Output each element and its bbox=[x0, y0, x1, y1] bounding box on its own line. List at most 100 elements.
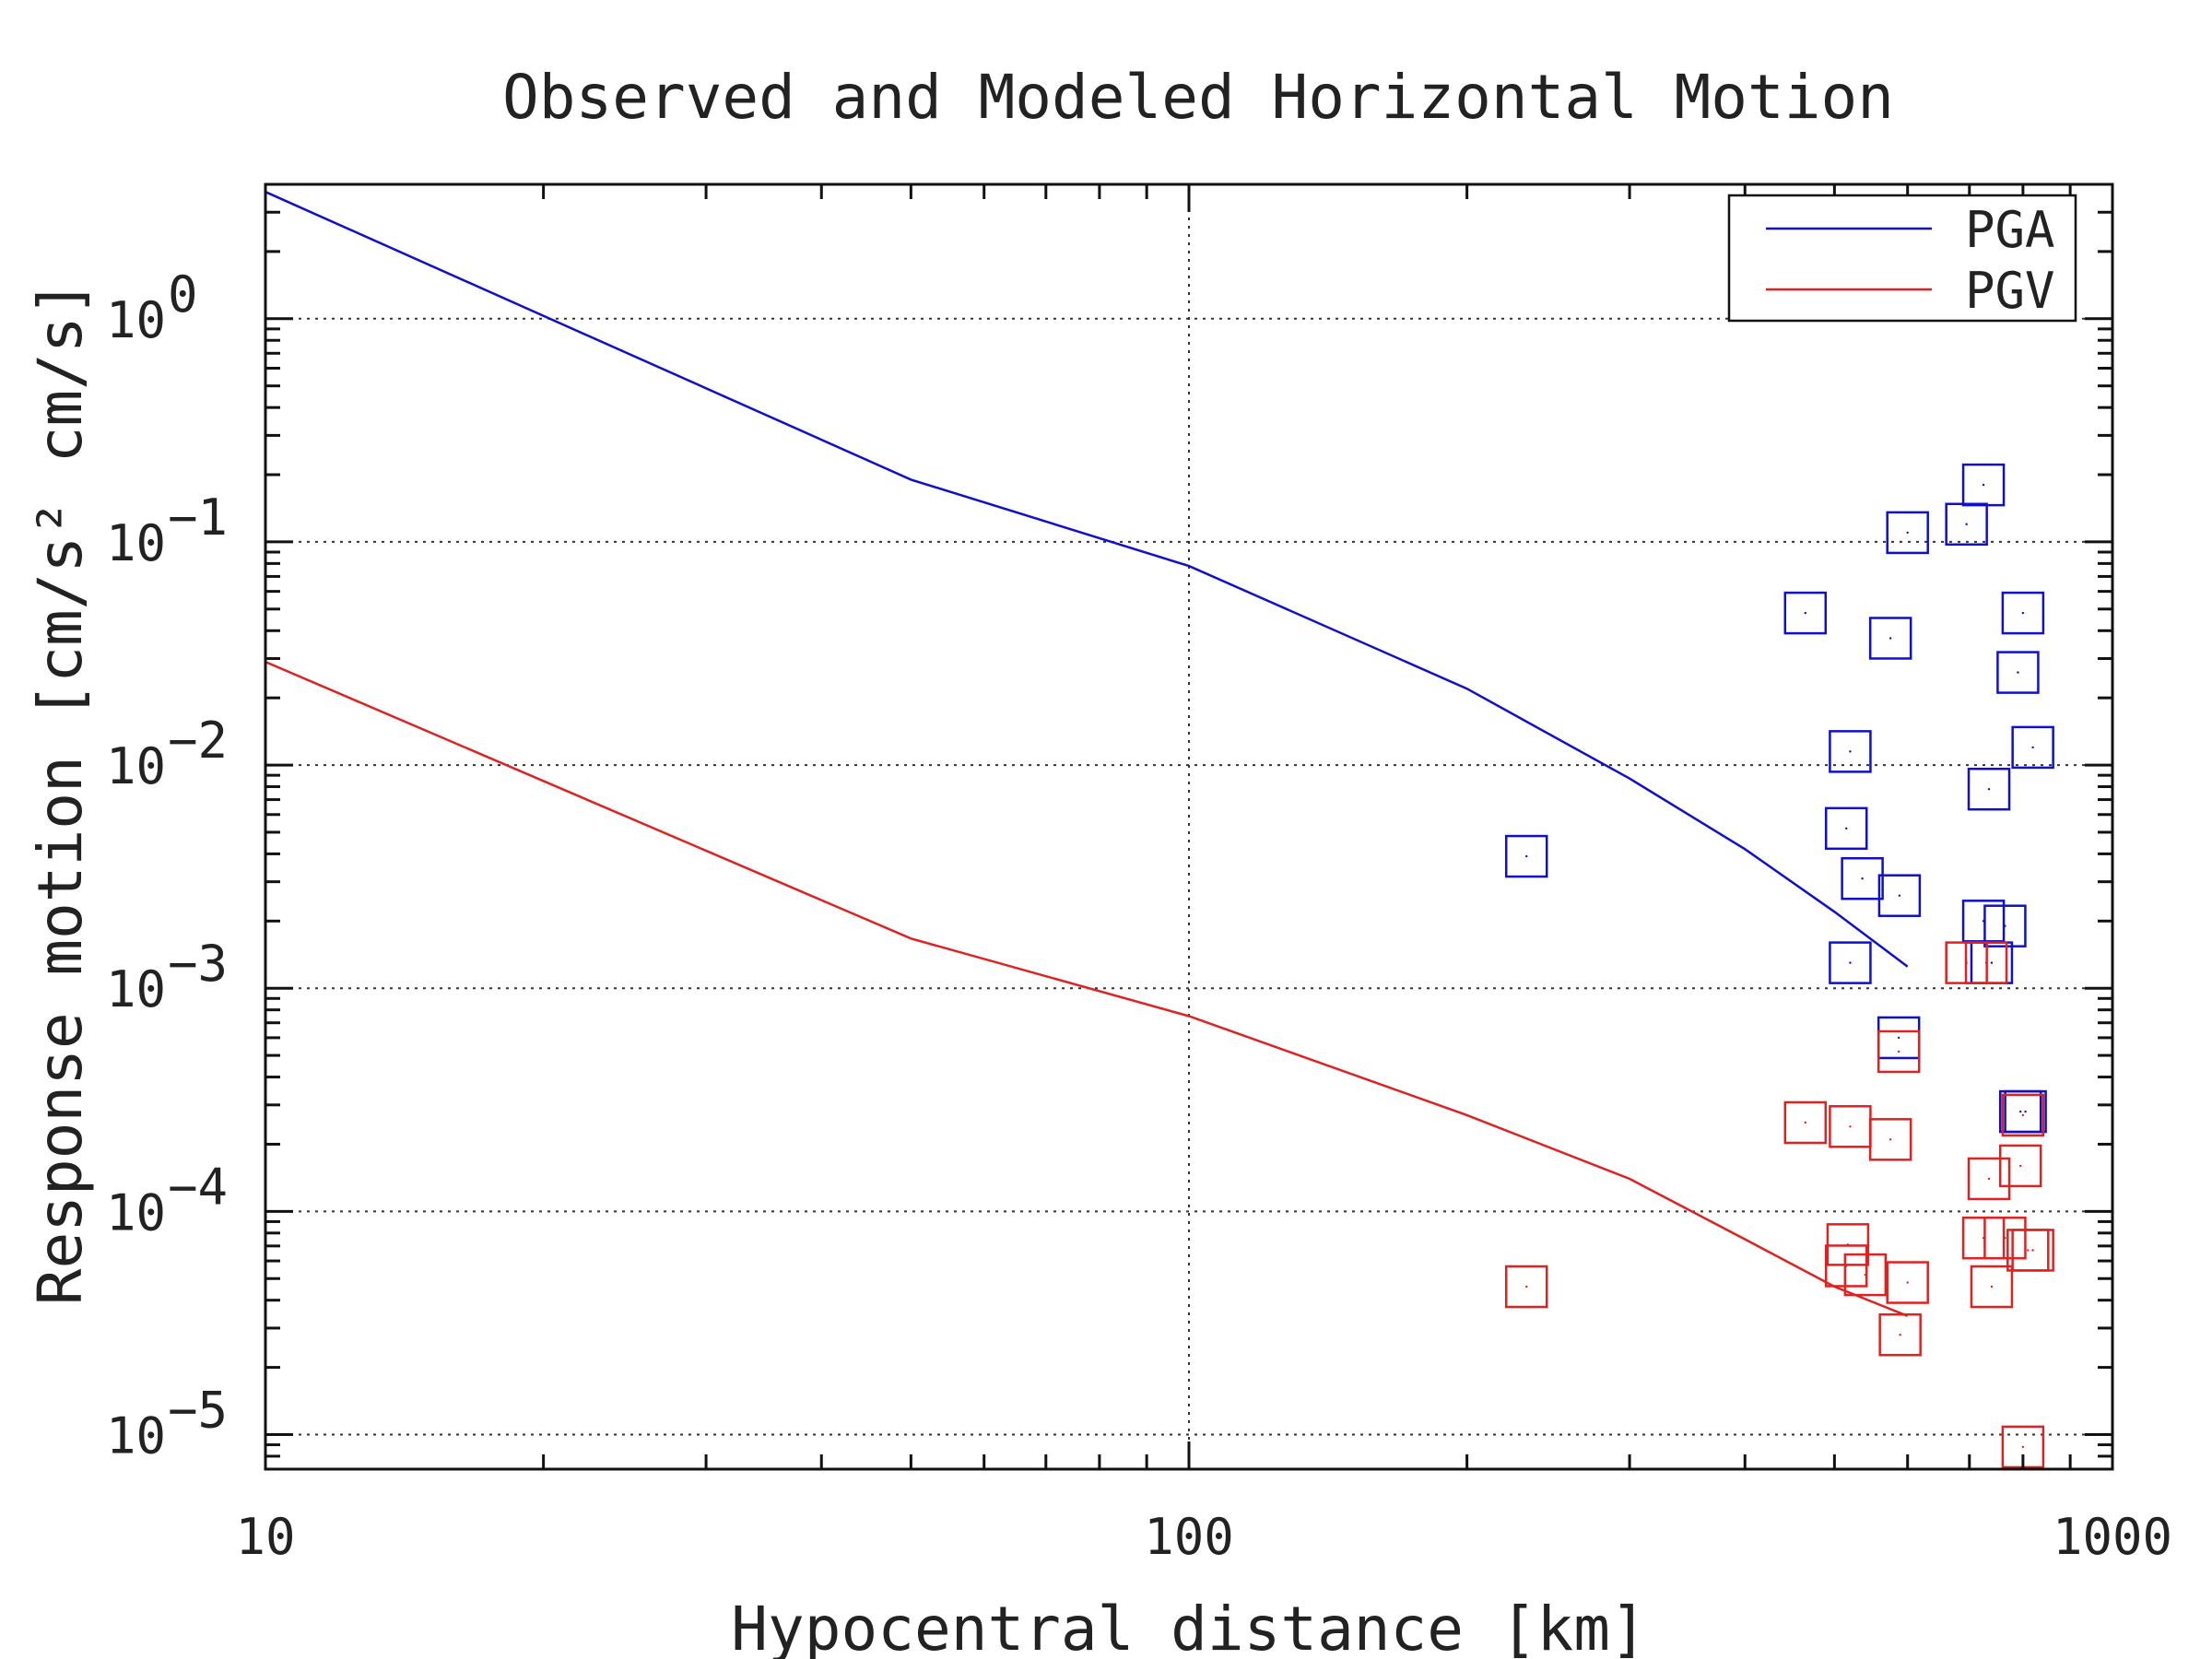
observed-point-pgv bbox=[1504, 1265, 1548, 1309]
model-lines bbox=[265, 191, 1909, 1317]
y-tick-exponent: −4 bbox=[168, 1158, 228, 1216]
y-tick-label: 10 bbox=[106, 1183, 166, 1241]
y-tick-label: 10 bbox=[106, 1406, 166, 1465]
x-tick-label: 100 bbox=[1144, 1508, 1234, 1566]
series-line-pga bbox=[265, 191, 1909, 968]
y-tick-exponent: −5 bbox=[168, 1381, 228, 1439]
observed-point-pga bbox=[2001, 591, 2045, 635]
observed-point-pgv bbox=[1878, 1312, 1922, 1357]
observed-point-dot bbox=[1849, 961, 1852, 964]
observed-point-pga bbox=[2004, 1089, 2047, 1134]
observed-point-pga bbox=[1996, 651, 2040, 694]
y-tick-label: 10 bbox=[106, 960, 166, 1018]
y-tick-exponent: −1 bbox=[168, 488, 228, 547]
observed-point-pgv bbox=[2011, 1229, 2054, 1272]
series-line-pgv bbox=[265, 660, 1909, 1317]
observed-point-dot bbox=[2018, 1164, 2022, 1168]
observed-point-dot bbox=[1849, 750, 1852, 753]
observed-point-dot bbox=[1849, 1125, 1852, 1128]
x-tick-label: 1000 bbox=[2053, 1508, 2172, 1566]
legend-label-pgv: PGV bbox=[1965, 262, 2055, 320]
observed-point-dot bbox=[1804, 611, 1806, 615]
chart-title: Observed and Modeled Horizontal Motion bbox=[502, 62, 1894, 133]
observed-point-pga bbox=[1824, 806, 1868, 851]
observed-point-pgv bbox=[1824, 1244, 1868, 1288]
observed-point-dot bbox=[2004, 924, 2006, 927]
y-axis-label: Response motion [cm/s² cm/s] bbox=[25, 280, 96, 1306]
y-tick-label: 10 bbox=[106, 514, 166, 572]
observed-point-pga bbox=[1829, 941, 1872, 984]
observed-point-pgv bbox=[1964, 941, 2008, 984]
observed-point-dot bbox=[2021, 611, 2025, 615]
observed-point-pgv bbox=[1783, 1100, 1828, 1145]
observed-point-dot bbox=[2031, 1249, 2034, 1252]
y-tick-exponent: −2 bbox=[168, 712, 228, 770]
observed-point-pgv bbox=[2001, 1093, 2045, 1137]
observed-point-dot bbox=[2024, 1110, 2027, 1113]
x-axis-label: Hypocentral distance [km] bbox=[731, 1594, 1646, 1659]
observed-point-dot bbox=[1990, 1285, 1994, 1288]
observed-point-pgv bbox=[1868, 1118, 1912, 1161]
x-tick-label: 10 bbox=[235, 1508, 295, 1566]
y-tick-exponent: 0 bbox=[168, 265, 198, 324]
observed-point-dot bbox=[1864, 1273, 1867, 1277]
observed-point-pgv bbox=[1998, 1144, 2042, 1188]
observed-point-pga bbox=[1868, 617, 1912, 660]
observed-point-pga bbox=[1841, 856, 1884, 900]
observed-point-dot bbox=[1965, 523, 1968, 525]
observed-point-dot bbox=[1990, 961, 1994, 964]
observed-point-pga bbox=[1961, 900, 2006, 943]
grid bbox=[265, 184, 2112, 1469]
observed-point-dot bbox=[1845, 827, 1848, 830]
y-tick-label: 10 bbox=[106, 291, 166, 349]
observed-point-dot bbox=[1888, 637, 1892, 640]
observed-point-pga bbox=[2011, 725, 2054, 770]
observed-point-dot bbox=[1906, 531, 1909, 535]
observed-point-dot bbox=[2017, 671, 2019, 674]
observed-point-pgv bbox=[1970, 1265, 2014, 1309]
observed-point-pgv bbox=[1961, 1216, 2006, 1260]
observed-point-pgv bbox=[1967, 1157, 2011, 1201]
observed-point-pgv bbox=[1843, 1253, 1888, 1297]
observed-point-dot bbox=[1525, 854, 1528, 858]
observed-point-dot bbox=[1897, 1050, 1900, 1053]
observed-point-pga bbox=[1877, 874, 1922, 917]
observed-point-pga bbox=[1829, 730, 1872, 773]
observed-points bbox=[1504, 463, 2054, 1469]
observed-point-dot bbox=[1906, 1281, 1909, 1284]
observed-point-dot bbox=[1987, 787, 1991, 791]
observed-point-dot bbox=[2021, 1445, 2025, 1449]
observed-point-dot bbox=[2018, 1110, 2022, 1113]
observed-point-dot bbox=[1804, 1121, 1806, 1124]
observed-point-pga bbox=[1783, 591, 1828, 635]
legend-box bbox=[1727, 194, 2077, 323]
y-tick-exponent: −3 bbox=[168, 935, 228, 993]
observed-point-dot bbox=[1899, 1334, 1901, 1336]
observed-point-dot bbox=[1987, 1177, 1991, 1181]
observed-point-dot bbox=[1898, 894, 1901, 897]
observed-point-dot bbox=[2021, 1113, 2025, 1117]
observed-point-pgv bbox=[1983, 1216, 2027, 1260]
observed-point-dot bbox=[1982, 483, 1985, 487]
observed-point-dot bbox=[1897, 1036, 1900, 1040]
observed-point-pga bbox=[1504, 834, 1548, 878]
observed-point-dot bbox=[2027, 1249, 2030, 1252]
observed-point-pgv bbox=[1877, 1030, 1921, 1074]
y-tick-label: 10 bbox=[106, 737, 166, 795]
observed-point-pgv bbox=[1886, 1261, 1929, 1304]
observed-point-pga bbox=[1886, 511, 1929, 555]
observed-point-dot bbox=[1525, 1285, 1528, 1288]
legend-label-pga: PGA bbox=[1965, 201, 2055, 259]
observed-point-dot bbox=[1888, 1138, 1892, 1141]
observed-point-dot bbox=[2031, 746, 2034, 749]
observed-point-pga bbox=[1945, 502, 1988, 547]
observed-point-pga bbox=[1983, 904, 2027, 947]
observed-point-pga bbox=[1967, 767, 2011, 811]
axis-ticks bbox=[264, 184, 2114, 1469]
observed-point-dot bbox=[2004, 1237, 2006, 1240]
observed-point-dot bbox=[1984, 961, 1988, 964]
observed-point-dot bbox=[1861, 877, 1864, 880]
